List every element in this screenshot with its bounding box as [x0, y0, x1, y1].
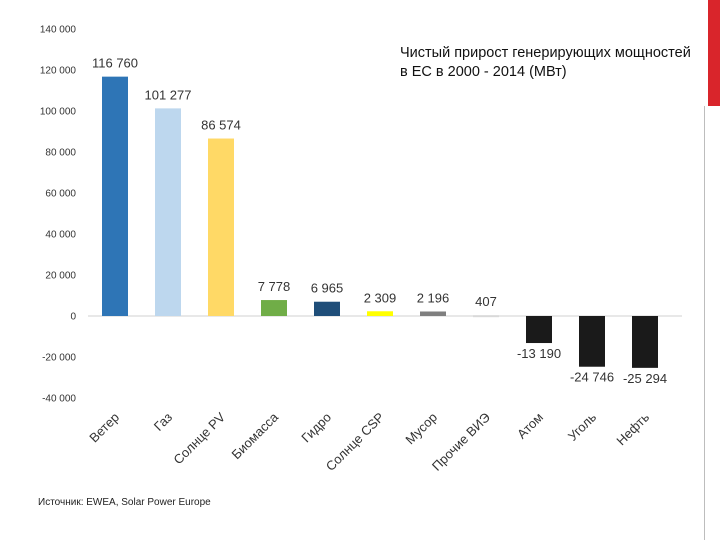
category-label: Гидро: [298, 410, 334, 446]
value-label: 101 277: [145, 87, 192, 102]
bar-7: [473, 315, 499, 318]
value-label: 6 965: [311, 281, 344, 296]
bar-2: [208, 138, 234, 316]
value-label: -24 746: [570, 370, 614, 385]
value-label: -25 294: [623, 371, 667, 386]
y-tick-label: -40 000: [42, 394, 76, 405]
y-tick-label: 60 000: [45, 189, 76, 200]
category-label: Мусор: [402, 410, 440, 448]
y-tick-label: -20 000: [42, 353, 76, 364]
bars: [102, 76, 658, 368]
y-tick-label: 20 000: [45, 271, 76, 282]
category-label: Атом: [514, 409, 546, 441]
category-label: Уголь: [565, 409, 599, 443]
bar-6: [420, 311, 446, 316]
value-label: 2 196: [417, 290, 450, 305]
y-tick-label: 0: [70, 312, 76, 323]
slide-border: [704, 106, 705, 540]
y-tick-label: 100 000: [40, 107, 77, 118]
value-labels: 116 760 101 277 86 574 7 778 6 965 2 309 2 196…: [92, 56, 667, 386]
source-note: Источник: EWEA, Solar Power Europe: [38, 497, 211, 508]
y-tick-label: 80 000: [45, 148, 76, 159]
bar-9: [579, 316, 605, 367]
bar-10: [632, 316, 658, 368]
category-label: Газ: [151, 409, 175, 433]
category-label: Нефть: [613, 409, 652, 448]
value-label: 86 574: [201, 118, 241, 133]
bar-1: [155, 108, 181, 317]
category-label: Солнце PV: [170, 409, 228, 467]
accent-tab: [708, 0, 720, 106]
value-label: 2 309: [364, 290, 397, 305]
value-label: 7 778: [258, 279, 291, 294]
bar-4: [314, 301, 340, 316]
value-label: 407: [475, 294, 497, 309]
category-label: Ветер: [86, 410, 122, 446]
bar-0: [102, 76, 128, 316]
bar-3: [261, 300, 287, 316]
value-label: 116 760: [92, 56, 138, 71]
y-tick-label: 140 000: [40, 25, 77, 36]
bar-8: [526, 316, 552, 344]
category-label: Биомасса: [228, 409, 281, 462]
y-tick-label: 120 000: [40, 66, 77, 77]
chart-title: Чистый прирост генерирующих мощностей в …: [400, 45, 691, 80]
value-label: -13 190: [517, 346, 561, 361]
y-tick-label: 40 000: [45, 230, 76, 241]
bar-5: [367, 311, 393, 316]
